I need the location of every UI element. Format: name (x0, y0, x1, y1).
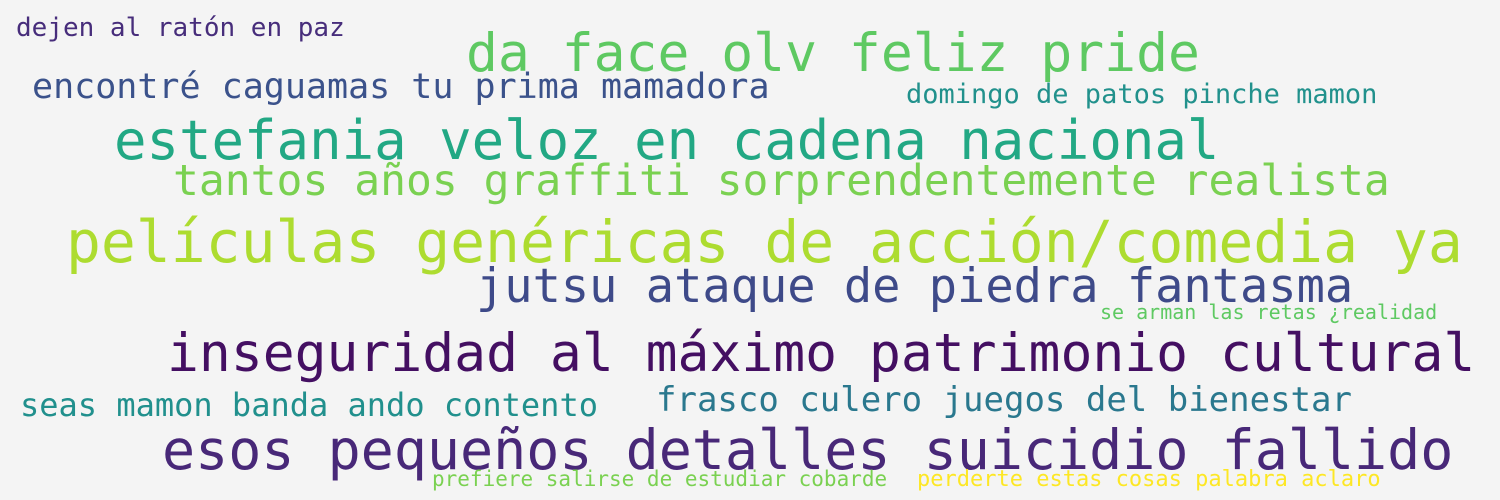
cloud-phrase: inseguridad al máximo patrimonio cultura… (167, 323, 1476, 384)
cloud-phrase: prefiere salirse de estudiar cobarde (432, 467, 888, 491)
cloud-phrase: frasco culero juegos del bienestar (656, 380, 1352, 420)
cloud-phrase: estefania veloz en cadena nacional (114, 109, 1220, 172)
cloud-phrase: jutsu ataque de piedra fantasma (476, 259, 1354, 314)
cloud-phrase: domingo de patos pinche mamon (906, 79, 1378, 110)
cloud-phrase: esos pequeños detalles suicidio fallido (162, 418, 1454, 482)
cloud-phrase: perderte estas cosas palabra aclaro (917, 467, 1381, 492)
cloud-phrase: encontré caguamas tu prima mamadora (32, 67, 770, 107)
cloud-phrase: tantos años graffiti sorprendentemente r… (173, 156, 1390, 206)
cloud-phrase: dejen al ratón en paz (16, 13, 345, 43)
cloud-phrase: seas mamon banda ando contento (20, 386, 598, 424)
cloud-phrase: películas genéricas de acción/comedia ya (66, 208, 1463, 276)
cloud-phrase: se arman las retas ¿realidad (1100, 300, 1438, 324)
cloud-phrase: da face olv feliz pride (466, 23, 1200, 84)
